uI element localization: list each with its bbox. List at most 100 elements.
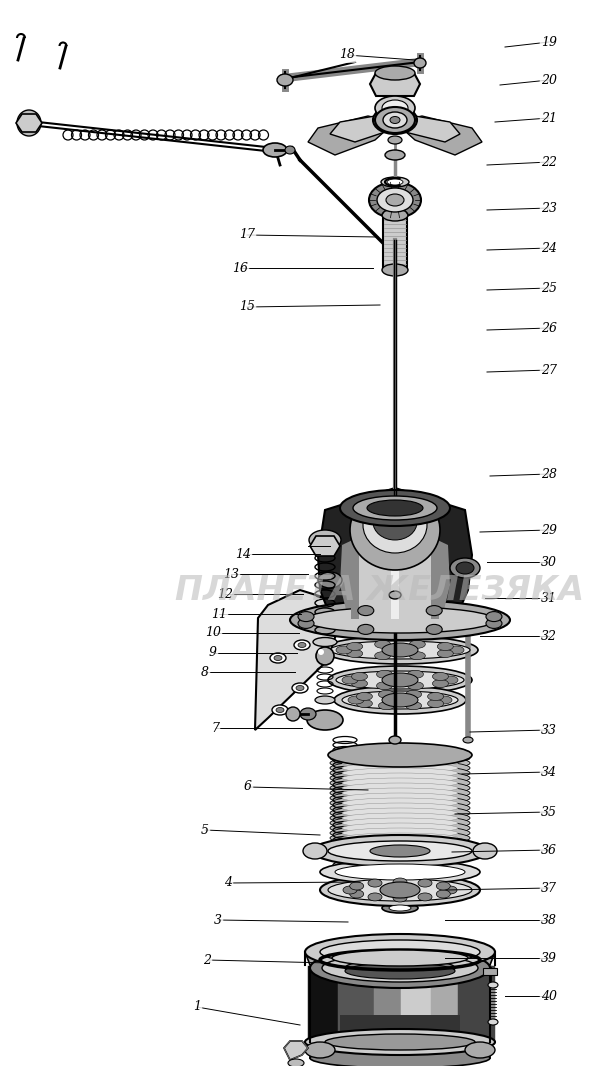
Ellipse shape — [342, 788, 458, 798]
Ellipse shape — [426, 605, 442, 615]
Text: 23: 23 — [541, 201, 557, 214]
Text: 33: 33 — [541, 724, 557, 737]
Ellipse shape — [436, 696, 452, 704]
Ellipse shape — [342, 808, 458, 818]
Bar — [383, 215, 407, 270]
Ellipse shape — [387, 179, 403, 185]
Ellipse shape — [350, 490, 440, 570]
Text: 40: 40 — [541, 989, 557, 1002]
Ellipse shape — [390, 116, 400, 124]
Ellipse shape — [330, 795, 470, 811]
Text: 21: 21 — [541, 112, 557, 125]
Ellipse shape — [310, 1048, 490, 1066]
Ellipse shape — [330, 825, 470, 841]
Text: 8: 8 — [201, 665, 209, 678]
Ellipse shape — [352, 673, 368, 680]
Ellipse shape — [380, 882, 420, 898]
Ellipse shape — [318, 572, 342, 588]
Ellipse shape — [393, 878, 407, 886]
Ellipse shape — [276, 708, 284, 712]
Ellipse shape — [456, 562, 474, 574]
Ellipse shape — [305, 1041, 335, 1057]
Ellipse shape — [315, 696, 335, 704]
Text: 11: 11 — [211, 608, 227, 620]
Text: 16: 16 — [232, 261, 248, 275]
Text: 39: 39 — [541, 952, 557, 965]
Polygon shape — [308, 116, 395, 155]
Ellipse shape — [373, 72, 417, 96]
Polygon shape — [395, 116, 460, 142]
Text: 31: 31 — [541, 592, 557, 604]
Ellipse shape — [342, 748, 458, 758]
Ellipse shape — [356, 699, 373, 708]
Polygon shape — [340, 1015, 460, 1041]
Ellipse shape — [328, 879, 472, 901]
Ellipse shape — [313, 637, 337, 646]
Ellipse shape — [286, 707, 300, 721]
Ellipse shape — [342, 676, 358, 684]
Ellipse shape — [342, 838, 458, 847]
Text: 3: 3 — [214, 914, 222, 926]
Ellipse shape — [370, 845, 430, 857]
Ellipse shape — [418, 893, 432, 901]
Ellipse shape — [330, 755, 470, 771]
Ellipse shape — [330, 805, 470, 821]
Polygon shape — [310, 1048, 490, 1057]
Ellipse shape — [290, 600, 510, 640]
Ellipse shape — [428, 699, 443, 708]
Polygon shape — [318, 488, 472, 620]
Ellipse shape — [320, 874, 480, 906]
Ellipse shape — [373, 106, 417, 134]
Ellipse shape — [340, 490, 450, 526]
Ellipse shape — [433, 673, 448, 680]
Text: 1: 1 — [193, 1001, 201, 1014]
Ellipse shape — [298, 618, 314, 629]
Ellipse shape — [342, 753, 458, 763]
Ellipse shape — [363, 497, 427, 553]
Polygon shape — [395, 116, 482, 155]
Ellipse shape — [382, 643, 418, 657]
Ellipse shape — [418, 879, 432, 887]
Ellipse shape — [382, 264, 408, 276]
Ellipse shape — [347, 643, 362, 650]
Text: 12: 12 — [217, 587, 233, 600]
Ellipse shape — [342, 813, 458, 823]
Ellipse shape — [368, 893, 382, 901]
Ellipse shape — [285, 146, 295, 154]
Ellipse shape — [407, 671, 424, 678]
Ellipse shape — [379, 701, 394, 710]
Text: 24: 24 — [541, 242, 557, 255]
Ellipse shape — [332, 950, 468, 966]
Ellipse shape — [307, 710, 343, 730]
Ellipse shape — [486, 618, 502, 629]
Ellipse shape — [374, 651, 391, 660]
Ellipse shape — [330, 745, 470, 761]
Ellipse shape — [414, 58, 426, 68]
Ellipse shape — [292, 683, 308, 693]
Ellipse shape — [375, 66, 415, 80]
Ellipse shape — [330, 760, 470, 776]
Ellipse shape — [382, 693, 418, 707]
Ellipse shape — [330, 800, 470, 815]
Ellipse shape — [328, 743, 472, 768]
Ellipse shape — [433, 679, 448, 688]
Ellipse shape — [437, 643, 454, 650]
Text: 22: 22 — [541, 156, 557, 168]
Text: 9: 9 — [209, 646, 217, 660]
Ellipse shape — [436, 882, 451, 890]
Ellipse shape — [389, 905, 411, 911]
Ellipse shape — [409, 641, 425, 648]
Ellipse shape — [330, 820, 470, 836]
Text: 26: 26 — [541, 322, 557, 335]
Ellipse shape — [330, 775, 470, 791]
Text: 5: 5 — [201, 824, 209, 837]
Ellipse shape — [342, 784, 458, 793]
Text: 29: 29 — [541, 523, 557, 536]
Ellipse shape — [437, 649, 454, 658]
Ellipse shape — [342, 828, 458, 838]
Polygon shape — [370, 72, 420, 96]
Ellipse shape — [448, 646, 464, 655]
Ellipse shape — [342, 803, 458, 813]
Ellipse shape — [377, 671, 392, 678]
Ellipse shape — [345, 963, 455, 979]
